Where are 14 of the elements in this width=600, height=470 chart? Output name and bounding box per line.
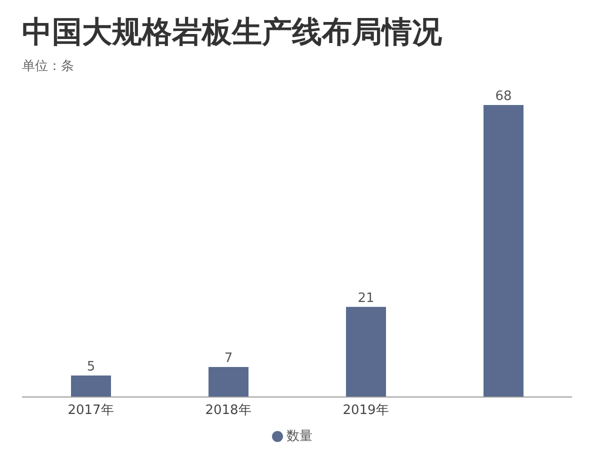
data-label: 7 (224, 350, 233, 366)
bar (346, 306, 386, 397)
chart-title: 中国大规格岩板生产线布局情况 (22, 14, 443, 52)
x-tick-label: 2018年 (205, 403, 252, 418)
data-label: 5 (86, 360, 96, 375)
data-label: 21 (358, 290, 374, 306)
bar (208, 366, 248, 397)
x-tick-label: 2019年 (342, 403, 389, 418)
chart-subtitle: 单位：条 (22, 58, 75, 75)
bar (71, 376, 111, 397)
x-tick-label: 2017年 (68, 403, 114, 418)
data-label: 68 (495, 89, 512, 104)
legend-label: 数量 (286, 429, 312, 444)
bar (484, 105, 524, 397)
